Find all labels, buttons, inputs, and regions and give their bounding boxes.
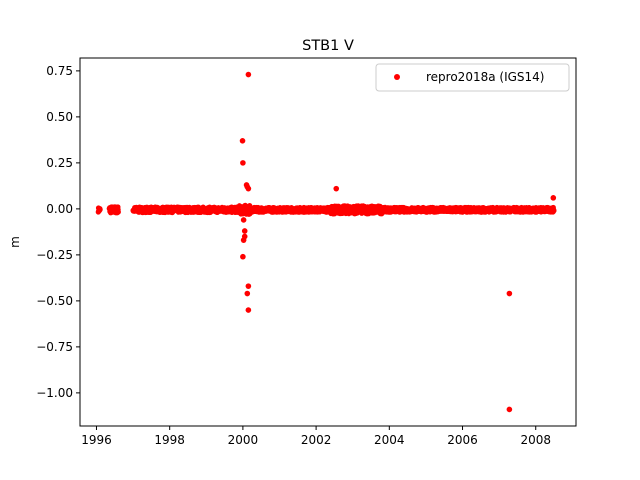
outlier-point: [241, 228, 248, 234]
y-tick-label: 0.25: [46, 156, 73, 170]
plot-frame: [79, 57, 577, 427]
outlier-point: [245, 185, 252, 192]
outlier-point: [550, 195, 557, 201]
y-axis: 0.75 0.50 0.25 0.00 −0.25 −0.50 −0.75 −1.00: [36, 64, 80, 400]
y-tick-label: 0.75: [46, 64, 73, 78]
x-tick-label: 2008: [520, 433, 551, 447]
outlier-point: [506, 290, 513, 297]
outlier-point: [240, 237, 247, 243]
legend: repro2018a (IGS14): [375, 63, 570, 92]
outlier-point: [333, 185, 340, 192]
outlier-point: [506, 406, 513, 413]
y-tick-label: −1.00: [36, 386, 73, 400]
x-tick-label: 2002: [301, 433, 332, 447]
data-point: [551, 208, 557, 214]
chart-title: STB1 V: [302, 38, 354, 54]
legend-box: [375, 63, 570, 92]
y-axis-label: m: [8, 236, 22, 248]
x-tick-label: 2000: [228, 433, 259, 447]
y-tick-label: −0.75: [36, 340, 73, 354]
y-tick-label: 0.50: [46, 110, 73, 124]
outlier-point: [239, 138, 246, 144]
y-tick-label: −0.25: [36, 248, 73, 262]
legend-label: repro2018a (IGS14): [426, 70, 544, 84]
data-point: [115, 209, 121, 215]
y-tick-label: 0.00: [46, 202, 73, 216]
x-tick-label: 2004: [374, 433, 405, 447]
x-tick-label: 1996: [81, 433, 112, 447]
x-tick-label: 2006: [447, 433, 478, 447]
outlier-point: [240, 160, 246, 166]
x-axis: 1996 1998 2000 2002 2004 2006 2008: [81, 426, 551, 447]
data-point: [97, 207, 103, 213]
outlier-point: [240, 253, 246, 260]
outlier-point: [245, 307, 252, 313]
legend-marker: [394, 74, 400, 80]
outlier-point: [240, 217, 247, 223]
x-tick-label: 1998: [154, 433, 185, 447]
outlier-point: [244, 290, 251, 297]
data-points: [95, 71, 557, 413]
y-tick-label: −0.50: [36, 294, 73, 308]
outlier-point: [245, 71, 252, 78]
outlier-point: [245, 283, 252, 289]
